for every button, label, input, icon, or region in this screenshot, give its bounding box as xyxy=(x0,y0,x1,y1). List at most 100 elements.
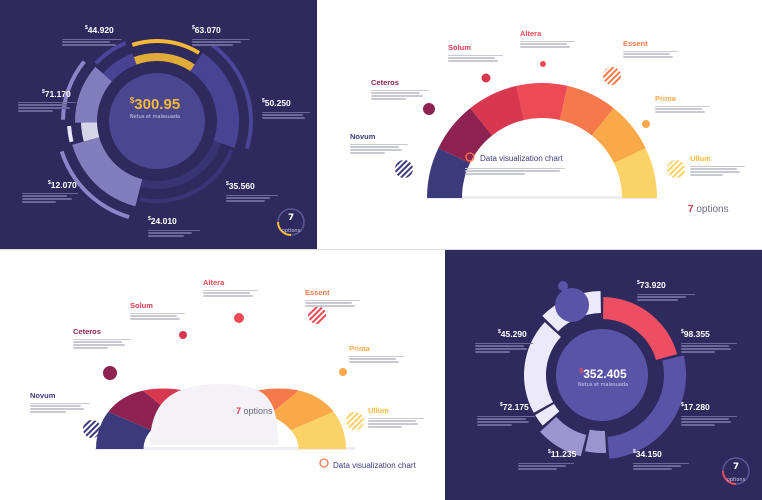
chart-segment xyxy=(140,140,222,189)
value-label: $34.150 xyxy=(633,449,662,459)
placeholder-text xyxy=(475,341,533,354)
chart-segment xyxy=(614,148,657,198)
placeholder-text xyxy=(518,461,574,471)
decor-circle xyxy=(423,103,435,115)
placeholder-text xyxy=(637,292,695,302)
placeholder-text xyxy=(192,37,250,47)
value-label: $35.560 xyxy=(226,181,255,191)
category-label: Altera xyxy=(520,29,542,38)
chart-segment xyxy=(438,108,493,164)
category-label: Solum xyxy=(448,43,471,52)
category-label: Ullum xyxy=(690,154,711,163)
placeholder-text xyxy=(520,39,575,49)
category-label: Essent xyxy=(623,39,648,48)
value-label: $63.070 xyxy=(192,25,221,35)
chart-segment xyxy=(190,52,239,148)
chart-outer-arc xyxy=(131,39,201,55)
chart-segment xyxy=(96,411,152,449)
chart-segment xyxy=(269,390,334,431)
placeholder-text xyxy=(371,88,429,101)
value-label: $44.920 xyxy=(85,25,114,35)
decor-circle xyxy=(179,331,187,339)
chart-segment xyxy=(133,53,195,72)
category-label: Novum xyxy=(350,132,376,141)
chart-center-disc xyxy=(556,329,648,421)
value-label: $12.070 xyxy=(48,180,77,190)
placeholder-text xyxy=(203,288,258,298)
center-value: 300.95 xyxy=(134,96,181,113)
decor-circle xyxy=(555,288,589,322)
chart-outer-arc xyxy=(94,41,127,65)
category-label: Ullum xyxy=(368,406,389,415)
placeholder-text xyxy=(18,100,76,113)
chart-title: Data visualization chart xyxy=(480,154,563,163)
chart-segment xyxy=(607,355,686,459)
value-label: $45.290 xyxy=(498,329,527,339)
category-label: Essent xyxy=(305,288,330,297)
category-label: Prima xyxy=(655,94,676,103)
baseline xyxy=(427,196,657,199)
badge-number: 7 xyxy=(732,462,740,472)
chart-segment xyxy=(602,297,678,361)
decor-circle xyxy=(667,160,685,178)
3d-semicircle-chart-panel: Novum Ceteros Solum Altera Essent Prima … xyxy=(0,249,445,500)
chart-segment xyxy=(535,403,560,426)
options-footer: 7 options xyxy=(688,204,729,215)
chart-title: Data visualization chart xyxy=(333,461,416,470)
center-caption: Netus et malesuada xyxy=(129,114,181,120)
options-badge: 7 options xyxy=(723,460,749,483)
placeholder-text xyxy=(73,337,131,350)
3d-semicircle-chart xyxy=(83,306,364,468)
value-label: $71.170 xyxy=(42,89,71,99)
chart-segment xyxy=(540,416,587,457)
value-label: $24.010 xyxy=(148,216,177,226)
placeholder-text xyxy=(690,164,745,177)
radial-chart xyxy=(59,39,305,236)
decor-circle xyxy=(234,313,244,323)
chart-segment xyxy=(81,122,100,142)
value-label: $73.920 xyxy=(637,280,666,290)
chart-segment xyxy=(74,66,112,123)
options-center: 7 options xyxy=(236,406,273,416)
badge-text: options xyxy=(726,477,746,483)
currency-symbol: $ xyxy=(579,368,584,375)
value-label: $17.280 xyxy=(681,402,710,412)
placeholder-text xyxy=(633,461,689,471)
placeholder-text xyxy=(130,311,185,321)
badge-number: 7 xyxy=(287,213,295,223)
chart-segment xyxy=(102,53,137,82)
category-label: Ceteros xyxy=(73,327,101,336)
placeholder-text xyxy=(30,401,90,414)
center-caption: Netus et malesuada xyxy=(577,382,629,388)
chart-outer-arc xyxy=(67,125,74,143)
decor-circle xyxy=(308,306,326,324)
chart-segment xyxy=(516,82,568,121)
chart-outer-arc xyxy=(210,43,253,150)
baseline xyxy=(95,447,355,450)
decor-circle xyxy=(540,61,546,67)
placeholder-text xyxy=(655,104,710,114)
center-label: $300.95 Netus et malesuada xyxy=(100,96,210,120)
placeholder-text xyxy=(62,37,122,47)
category-label: Solum xyxy=(130,301,153,310)
placeholder-text xyxy=(465,166,565,176)
semicircle-chart-panel: Novum Ceteros Solum Altera Essent Prima … xyxy=(317,0,762,249)
placeholder-text xyxy=(226,193,278,203)
chart-segment xyxy=(591,108,646,164)
donut-chart-panel: $352.405 Netus et malesuada $73.920 $98.… xyxy=(445,249,762,500)
chart-segment xyxy=(290,411,346,449)
value-label: $72.175 xyxy=(500,402,529,412)
placeholder-text xyxy=(305,298,360,308)
decor-circle xyxy=(395,160,413,178)
chart-segment xyxy=(584,429,607,453)
placeholder-text xyxy=(148,228,200,238)
donut-chart xyxy=(524,281,750,485)
value-label: $98.355 xyxy=(681,329,710,339)
decor-circle xyxy=(558,281,568,291)
decor-circle xyxy=(481,73,491,83)
title-icon xyxy=(319,458,329,468)
decor-circle xyxy=(603,67,621,85)
currency-symbol: $ xyxy=(129,96,135,105)
placeholder-text xyxy=(681,414,737,427)
center-value: 352.405 xyxy=(583,367,627,381)
